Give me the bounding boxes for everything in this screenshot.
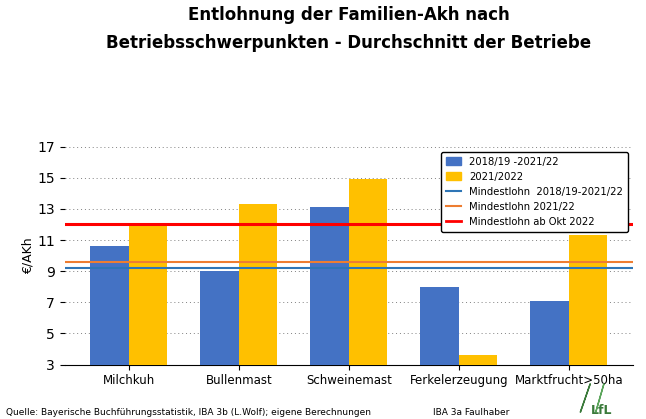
Bar xyxy=(90,246,129,411)
Bar xyxy=(239,204,277,411)
FancyArrowPatch shape xyxy=(580,384,590,412)
Text: IBA 3a Faulhaber: IBA 3a Faulhaber xyxy=(433,408,509,417)
Bar xyxy=(129,226,167,411)
FancyArrowPatch shape xyxy=(596,384,604,412)
Bar xyxy=(200,271,239,411)
Bar xyxy=(459,355,497,411)
Bar xyxy=(349,179,388,411)
Text: Betriebsschwerpunkten - Durchschnitt der Betriebe: Betriebsschwerpunkten - Durchschnitt der… xyxy=(107,34,591,52)
Y-axis label: €/AKh: €/AKh xyxy=(21,237,34,274)
Bar xyxy=(421,287,459,411)
Legend: 2018/19 -2021/22, 2021/2022, Mindestlohn  2018/19-2021/22, Mindestlohn 2021/22, : 2018/19 -2021/22, 2021/2022, Mindestlohn… xyxy=(441,152,628,232)
Bar xyxy=(568,235,607,411)
Text: Quelle: Bayerische Buchführungsstatistik, IBA 3b (L.Wolf); eigene Berechnungen: Quelle: Bayerische Buchführungsstatistik… xyxy=(6,408,371,417)
Bar xyxy=(530,301,568,411)
Text: LfL: LfL xyxy=(591,404,612,417)
Text: Entlohnung der Familien-Akh nach: Entlohnung der Familien-Akh nach xyxy=(188,6,510,24)
Bar xyxy=(310,207,349,411)
